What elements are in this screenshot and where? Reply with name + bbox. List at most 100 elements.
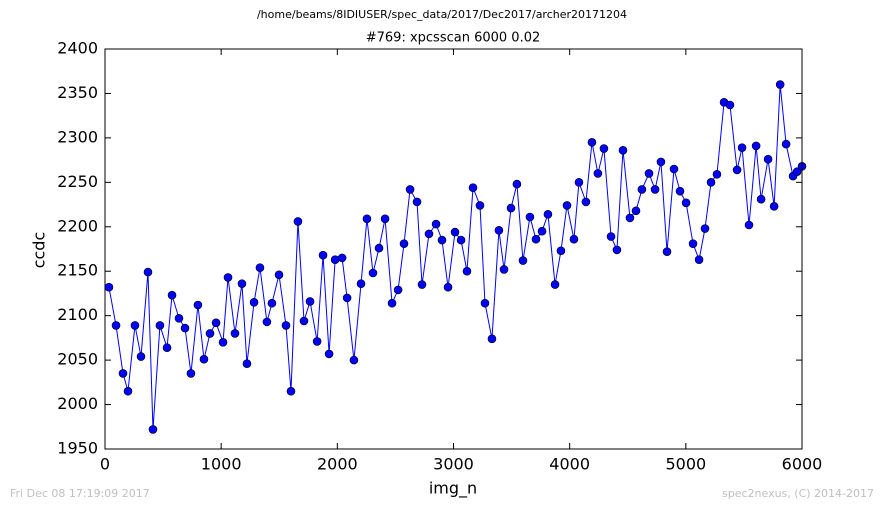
data-point	[468, 183, 478, 192]
y-tick-label: 2100	[57, 305, 98, 324]
data-point	[725, 100, 735, 110]
data-point	[431, 219, 441, 229]
data-point	[148, 425, 158, 434]
data-point	[737, 143, 747, 152]
x-tick-label: 0	[100, 455, 110, 474]
data-point	[574, 178, 584, 187]
data-point	[267, 298, 277, 308]
data-point	[193, 300, 203, 310]
y-tick-label: 2050	[57, 350, 98, 369]
x-tick-label: 4000	[549, 455, 590, 474]
data-point	[318, 250, 328, 260]
data-point	[118, 369, 128, 378]
data-point	[781, 139, 791, 149]
data-point	[174, 314, 184, 323]
data-point	[744, 220, 754, 230]
y-tick-label: 1950	[57, 439, 98, 458]
data-point	[587, 138, 597, 147]
data-point	[111, 321, 121, 330]
data-point	[412, 197, 422, 207]
data-point	[669, 164, 679, 174]
data-point	[130, 321, 140, 330]
y-tick-label: 2350	[57, 83, 98, 102]
data-point	[625, 213, 635, 223]
header: /home/beams/8IDIUSER/spec_data/2017/Dec2…	[257, 8, 627, 21]
y-tick-label: 2000	[57, 394, 98, 413]
data-point	[199, 354, 209, 364]
data-point	[424, 229, 434, 239]
data-point	[255, 263, 265, 272]
data-point	[675, 186, 685, 196]
y-tick-label: 2400	[57, 39, 98, 58]
data-point	[518, 256, 528, 265]
data-point	[606, 232, 616, 241]
data-point	[506, 203, 516, 213]
data-point	[305, 297, 315, 306]
data-point	[237, 279, 247, 288]
x-tick-label: 3000	[433, 455, 474, 474]
y-tick-label: 2150	[57, 261, 98, 280]
data-point	[299, 316, 309, 326]
data-point	[792, 167, 802, 176]
data-point	[123, 386, 133, 396]
data-point	[399, 239, 409, 248]
data-point	[230, 329, 240, 338]
data-point	[769, 202, 779, 211]
data-point	[155, 321, 165, 330]
data-point	[712, 170, 722, 179]
data-point	[480, 298, 490, 308]
data-point	[312, 337, 322, 346]
data-point	[562, 201, 572, 210]
footer-left: Fri Dec 08 17:19:09 2017	[10, 487, 150, 500]
data-point	[756, 194, 766, 204]
chart-title: #769: xpcsscan 6000 0.02	[366, 31, 541, 46]
data-point	[763, 154, 773, 164]
data-point	[599, 144, 609, 153]
data-point	[462, 266, 472, 276]
data-line	[108, 84, 803, 430]
y-tick-label: 2250	[57, 172, 98, 191]
data-point	[456, 235, 466, 245]
data-point	[662, 247, 672, 256]
y-tick-label: 2300	[57, 127, 98, 146]
data-point	[525, 212, 535, 222]
data-point	[342, 293, 352, 303]
x-tick-label: 5000	[665, 455, 706, 474]
data-point	[700, 224, 710, 233]
data-point	[556, 246, 566, 256]
data-point	[512, 179, 522, 189]
data-point	[368, 268, 378, 278]
data-point	[104, 282, 114, 292]
data-point	[569, 234, 579, 244]
y-tick-label: 2200	[57, 216, 98, 235]
data-point	[531, 234, 541, 244]
data-point	[393, 285, 403, 295]
data-point	[362, 214, 372, 224]
data-point	[374, 243, 384, 253]
data-point	[143, 267, 153, 277]
data-point	[550, 280, 560, 289]
data-point	[136, 352, 146, 361]
data-point	[324, 349, 334, 359]
x-tick-label: 6000	[782, 455, 823, 474]
data-point	[775, 80, 785, 89]
data-point	[494, 226, 504, 235]
data-point	[475, 201, 485, 210]
data-point	[637, 185, 647, 194]
data-point	[293, 217, 303, 226]
data-point	[281, 321, 291, 330]
data-point	[644, 169, 654, 178]
data-point	[380, 214, 390, 224]
data-point	[487, 334, 497, 344]
data-point	[732, 165, 742, 175]
plot-frame	[104, 48, 803, 450]
data-point	[349, 355, 359, 365]
data-point	[242, 359, 252, 368]
y-axis-label: ccdc	[30, 232, 49, 269]
data-point	[337, 253, 347, 263]
data-point	[211, 318, 221, 328]
x-tick-label: 1000	[201, 455, 242, 474]
data-point	[612, 245, 622, 255]
data-point	[286, 386, 296, 396]
